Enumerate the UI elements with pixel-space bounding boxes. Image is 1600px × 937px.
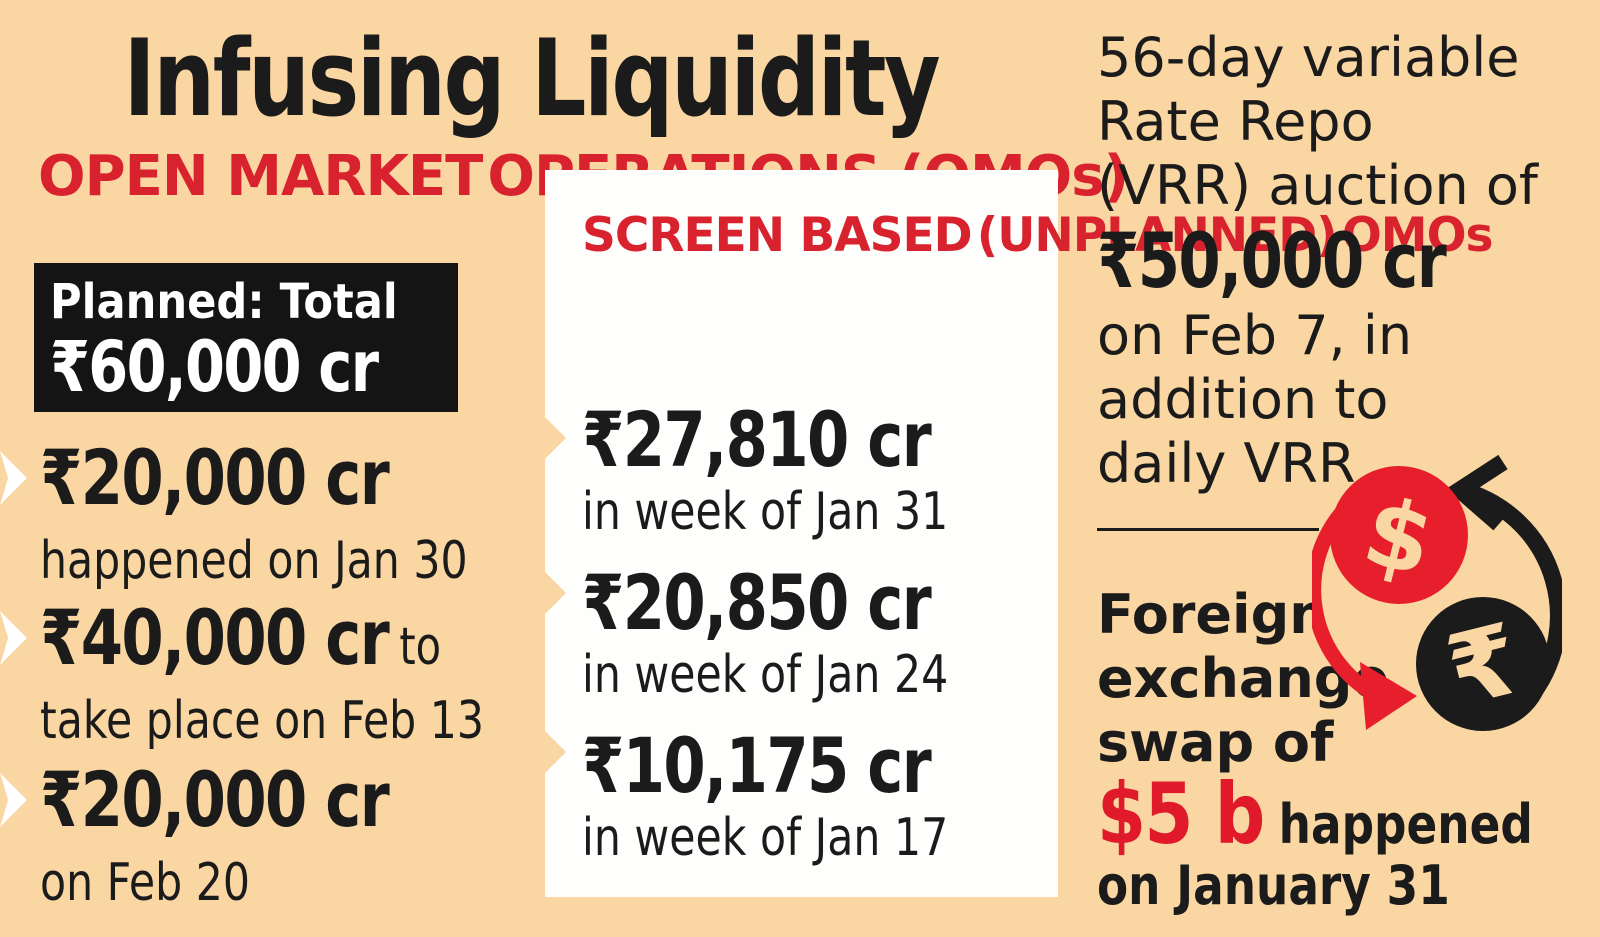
- fx-heading-line: Foreign: [1097, 583, 1328, 646]
- vrr-paragraph-bottom: on Feb 7, in addition to daily VRR: [1097, 304, 1600, 496]
- omo-item-note: on Feb 20: [40, 853, 250, 913]
- planned-total-box: Planned: Total ₹60,000 cr: [34, 263, 458, 412]
- planned-label: Planned: Total: [50, 274, 398, 330]
- screen-omo-item: ₹20,850 cr in week of Jan 24: [582, 558, 1029, 705]
- section-divider: [1097, 528, 1319, 531]
- omo-item-note: happened on Jan 30: [40, 531, 468, 591]
- vrr-line: on Feb 7, in: [1097, 304, 1413, 367]
- amount-text: ₹20,000 cr: [40, 433, 390, 522]
- screen-omo-value: ₹10,175 cr: [582, 721, 932, 810]
- chevron-right-icon: [0, 611, 27, 665]
- vrr-line: daily VRR: [1097, 432, 1356, 495]
- currency-swap-icon: $ ₹: [1312, 454, 1562, 731]
- omo-heading-line-1: OPEN MARKET: [38, 144, 483, 209]
- red-arrowhead-icon: [1360, 662, 1417, 730]
- screen-omos-heading-line-3: OMOs: [1341, 208, 1494, 263]
- screen-omo-note: in week of Jan 31: [582, 482, 949, 542]
- screen-omos-card: [545, 170, 1058, 897]
- amount-text: ₹20,000 cr: [40, 755, 390, 844]
- vrr-line: addition to: [1097, 368, 1389, 431]
- screen-omo-item: ₹27,810 cr in week of Jan 31: [582, 395, 1029, 542]
- vrr-line: 56-day variable: [1097, 26, 1520, 89]
- screen-omos-heading: SCREEN BASED (UNPLANNED) OMOs: [582, 206, 1493, 265]
- page-title: Infusing Liquidity: [123, 17, 940, 140]
- planned-omo-item: ₹40,000 cr to take place on Feb 13: [40, 598, 582, 751]
- omo-item-value: ₹20,000 cr: [40, 760, 399, 849]
- omo-item-value: ₹20,000 cr: [40, 438, 457, 527]
- screen-omo-note: in week of Jan 17: [582, 808, 949, 868]
- dollar-coin-icon: [1330, 466, 1468, 604]
- omo-item-note: take place on Feb 13: [40, 691, 485, 751]
- planned-omo-item: ₹20,000 cr on Feb 20: [40, 760, 489, 913]
- fx-date: on January 31: [1097, 854, 1450, 917]
- planned-omo-item: ₹20,000 cr happened on Jan 30: [40, 438, 561, 591]
- screen-omo-value: ₹20,850 cr: [582, 558, 932, 647]
- vrr-paragraph-top: 56-day variable Rate Repo (VRR) auction …: [1097, 26, 1600, 218]
- fx-amount-note: happened: [1278, 793, 1533, 856]
- screen-omo-value: ₹27,810 cr: [582, 395, 932, 484]
- screen-omo-note: in week of Jan 24: [582, 645, 949, 705]
- black-arrowhead-icon: [1445, 454, 1508, 531]
- rupee-coin-icon: [1416, 597, 1550, 731]
- chevron-right-icon: [0, 773, 27, 827]
- amount-text: ₹40,000 cr: [40, 593, 390, 682]
- vrr-amount: ₹50,000 cr: [1097, 216, 1447, 305]
- vrr-line: (VRR) auction of: [1097, 154, 1538, 217]
- chevron-right-icon: [0, 451, 27, 505]
- fx-amount-line: $5 b happened: [1097, 772, 1533, 880]
- fx-amount: $5 b: [1097, 765, 1265, 863]
- screen-omo-item: ₹10,175 cr in week of Jan 17: [582, 721, 1029, 868]
- vrr-line: Rate Repo: [1097, 90, 1374, 153]
- screen-omos-heading-line-2: (UNPLANNED): [976, 208, 1338, 263]
- omo-item-value: ₹40,000 cr to: [40, 598, 473, 687]
- red-swap-arrow-icon: [1312, 505, 1380, 702]
- screen-omos-heading-line-1: SCREEN BASED: [582, 208, 973, 263]
- planned-value: ₹60,000 cr: [50, 326, 379, 408]
- fx-heading-line: swap of: [1097, 711, 1334, 774]
- amount-suffix: to: [399, 617, 442, 677]
